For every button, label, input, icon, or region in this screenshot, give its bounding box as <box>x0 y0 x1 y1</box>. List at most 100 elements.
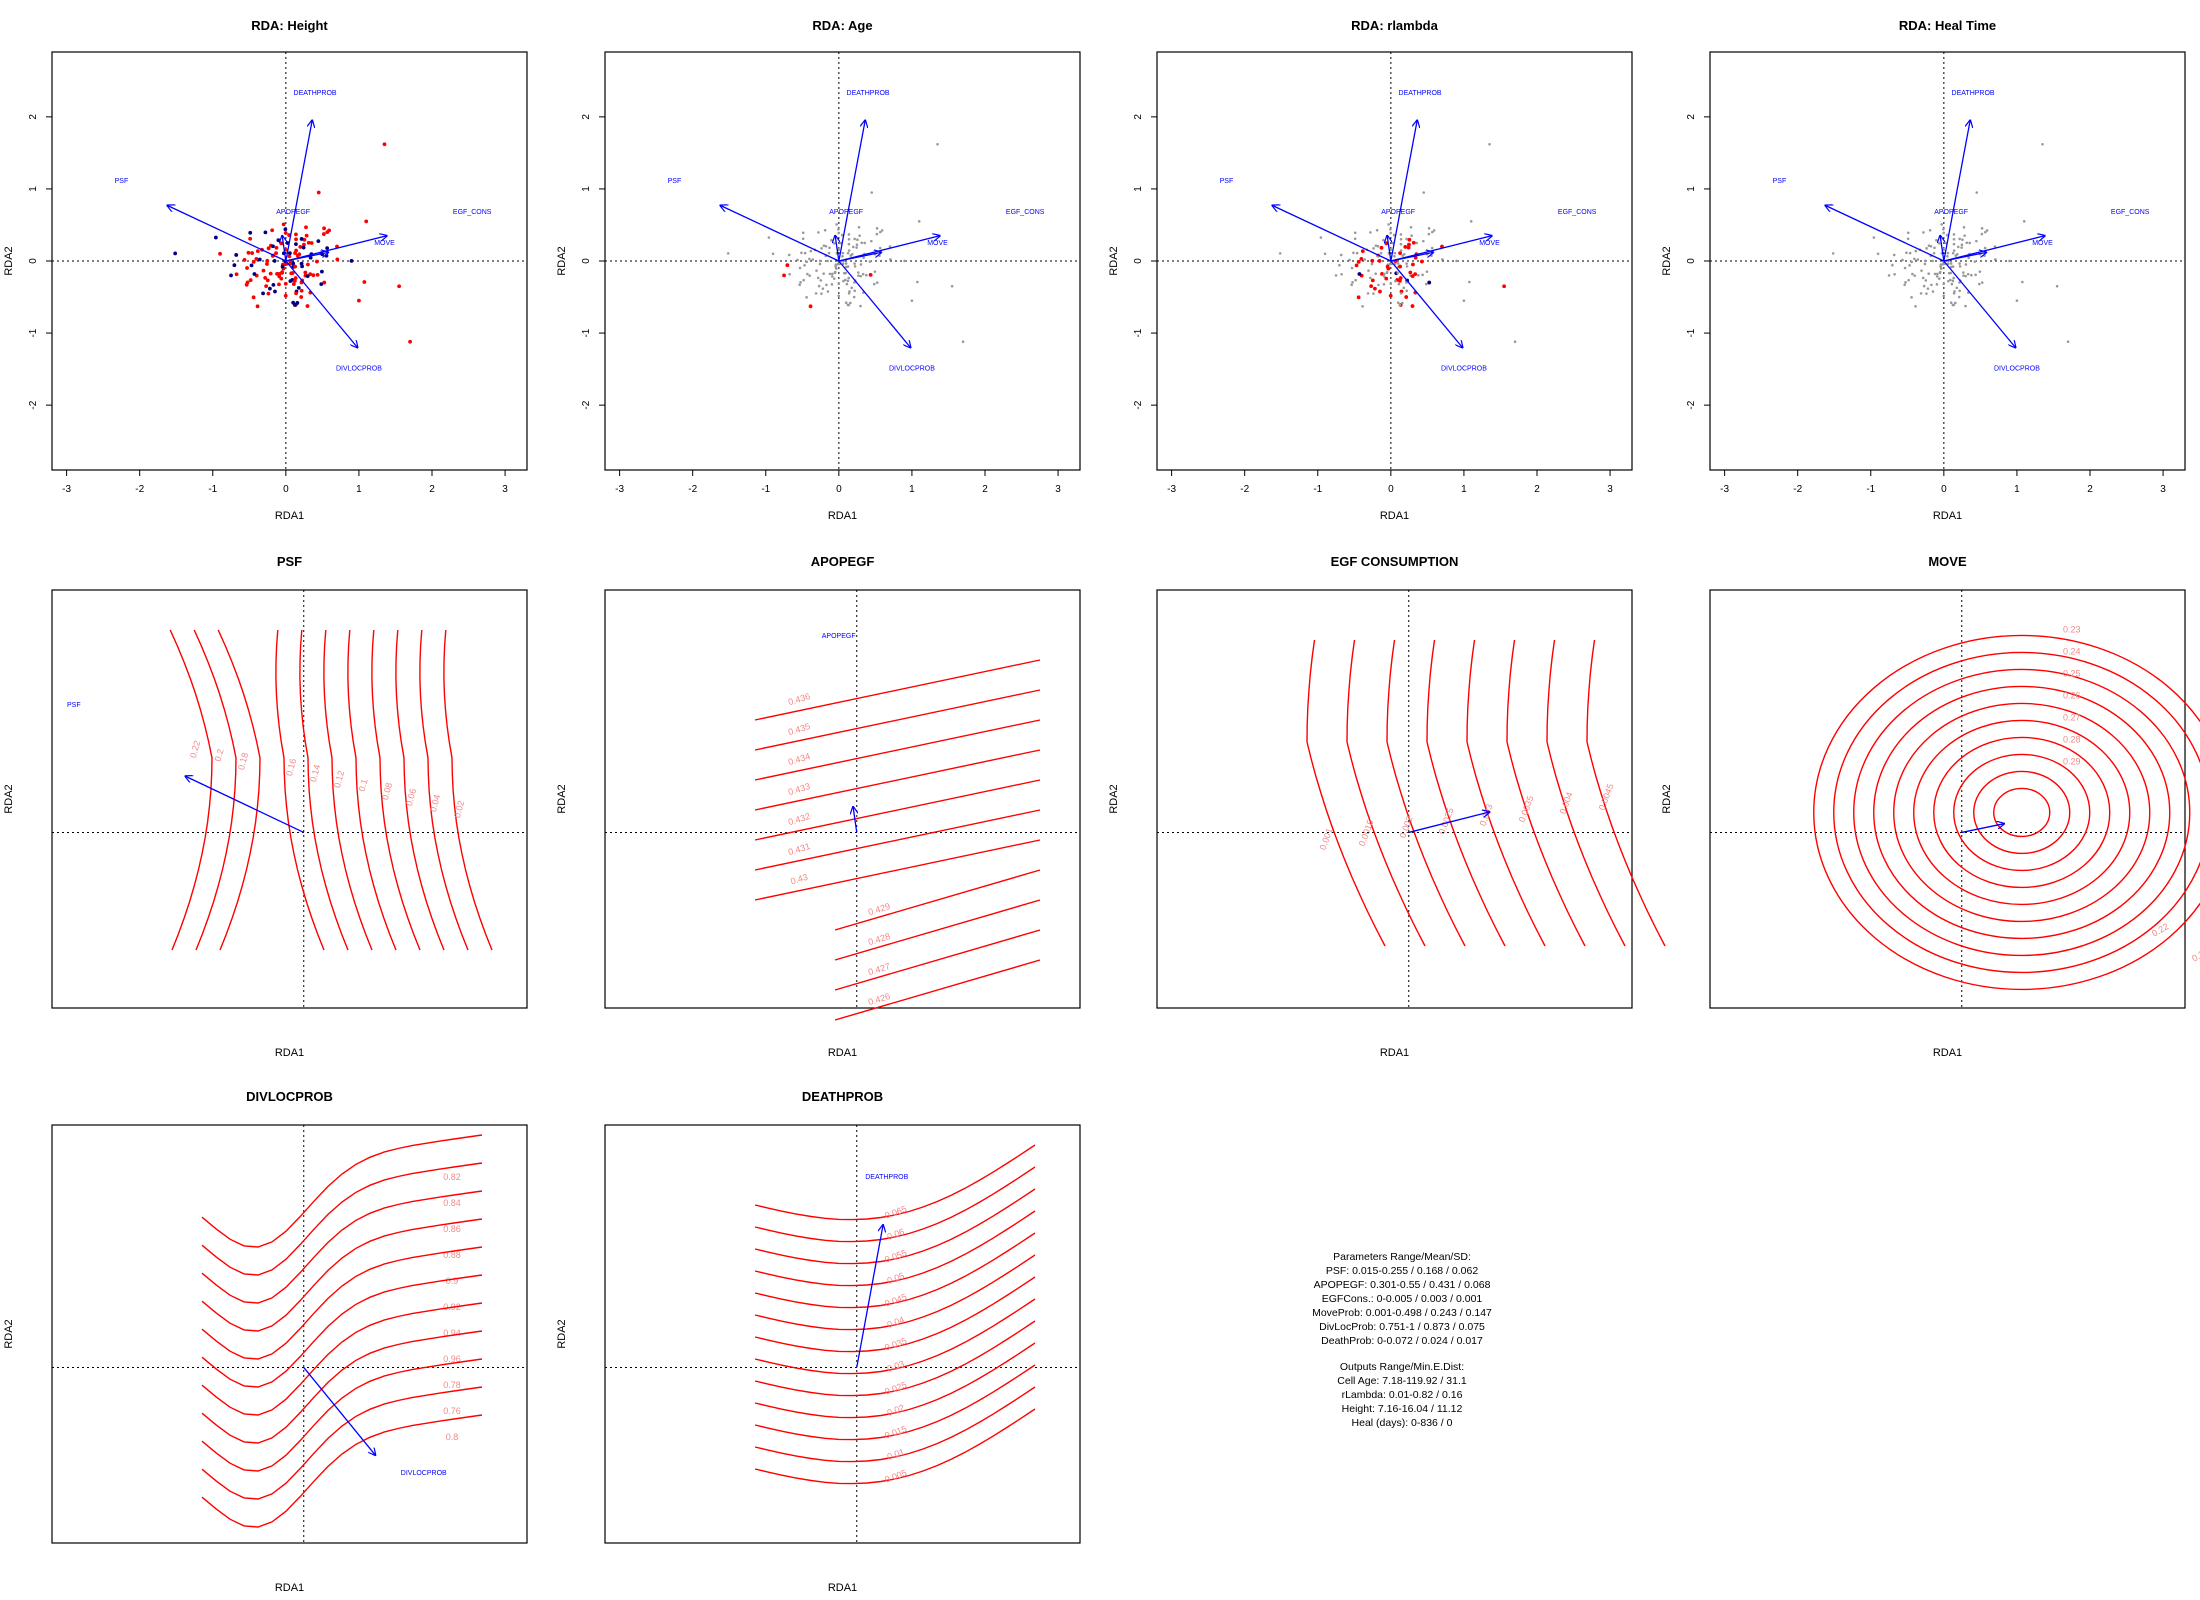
panel-1-xlabel: RDA1 <box>275 510 304 522</box>
panel-3-sample-point <box>1366 292 1370 295</box>
param-psf: PSF: 0.015-0.255 / 0.168 / 0.062 <box>1325 1265 1479 1277</box>
panel-4-sample-point <box>1914 249 1918 253</box>
panel-4-sample-point <box>1891 263 1894 267</box>
panel-9-frame <box>51 1124 528 1544</box>
panel-3-sample-point <box>1396 262 1400 265</box>
panel-4-sample-point <box>1949 301 1953 305</box>
panel-2-sample-point <box>840 233 844 237</box>
outputs-header: Outputs Range/Min.E.Dist: <box>1339 1361 1465 1373</box>
panel-4-sample-point <box>1923 259 1927 263</box>
panel-3-sample-point <box>1455 259 1458 263</box>
panel-4-ylabel: RDA2 <box>1661 246 1673 275</box>
panel-3-sample-point <box>1334 274 1338 277</box>
panel-2-sample-point <box>880 229 884 232</box>
panel-2-sample-point <box>868 272 873 277</box>
panel-3-vector-deathprob <box>1390 120 1417 262</box>
panel-7-title: EGF CONSUMPTION <box>1331 554 1459 569</box>
panel-7-contour-label: 0.0035 <box>1517 794 1536 823</box>
panel-1-sample-point <box>292 303 297 307</box>
panel-4-sample-point <box>1933 272 1937 276</box>
panel-2-sample-point <box>771 252 775 256</box>
panel-2-sample-point <box>859 274 862 278</box>
panel-1-x-tick-label: 3 <box>502 484 508 495</box>
panel-5-contour-label: 0.18 <box>236 751 250 771</box>
panel-1-sample-point <box>304 233 309 238</box>
panel-9-contour-line <box>201 1330 483 1444</box>
panel-3-y-tick-label: 0 <box>1133 258 1144 264</box>
panel-3-sample-point <box>1384 276 1389 281</box>
panel-3-sample-point <box>1401 301 1404 305</box>
panel-2-sample-point <box>853 237 856 241</box>
panel-4-sample-point <box>1949 271 1953 275</box>
panel-3-x-tick-label: 1 <box>1461 484 1467 495</box>
panel-3-sample-point <box>1382 275 1386 278</box>
panel-3-x-tick-label: 3 <box>1607 484 1613 495</box>
panel-9-contour-line <box>201 1190 483 1304</box>
panel-2-sample-point <box>855 243 859 246</box>
output-heal: Heal (days): 0-836 / 0 <box>1351 1417 1453 1429</box>
panel-8-contour-label: 0.25 <box>2063 668 2081 678</box>
panel-9-xlabel: RDA1 <box>275 1582 304 1594</box>
panel-2-sample-point <box>844 271 848 275</box>
panel-2-sample-point <box>853 281 856 284</box>
panel-2-sample-point <box>878 246 882 250</box>
panel-1-sample-point <box>315 272 320 277</box>
panel-1-sample-point <box>322 226 326 231</box>
panel-9-ylabel: RDA2 <box>3 1319 15 1348</box>
panel-9-contour-label: 0.88 <box>443 1250 461 1260</box>
panel-8-contour-line <box>1993 787 2051 838</box>
panel-2-sample-point <box>837 282 841 286</box>
panel-3-sample-point <box>1427 280 1432 285</box>
panel-2-sample-point <box>820 292 823 295</box>
panel-7-contour-line <box>1386 639 1466 947</box>
panel-1-sample-point <box>299 288 304 293</box>
panel-1-sample-point <box>263 276 268 280</box>
panel-10-vector-label: DEATHPROB <box>865 1174 908 1181</box>
panel-4-sample-point <box>2015 299 2019 302</box>
panel-10-contour-label: 0.015 <box>883 1424 908 1441</box>
panel-2-sample-point <box>850 286 854 290</box>
panel-1-vector-label-divlocprob: DIVLOCPROB <box>336 366 382 373</box>
panel-1-vector-apopegf <box>282 236 286 262</box>
panel-4-sample-point <box>1975 239 1978 243</box>
panel-2-x-tick-label: -3 <box>615 484 624 495</box>
panel-10-contour-line <box>754 1276 1036 1353</box>
panel-1-sample-point <box>277 271 282 276</box>
panel-3-sample-point <box>1374 272 1377 275</box>
panel-1-sample-point <box>266 291 271 296</box>
panel-4-sample-point <box>1949 262 1953 265</box>
panel-1-sample-point <box>296 285 301 290</box>
panel-9-contour-line <box>201 1134 483 1248</box>
panel-3-sample-point <box>1379 251 1383 255</box>
panel-1-sample-point <box>308 255 313 260</box>
panel-3-sample-point <box>1406 245 1411 250</box>
panel-1-sample-point <box>283 281 288 286</box>
param-apopegf: APOPEGF: 0.301-0.55 / 0.431 / 0.068 <box>1313 1279 1491 1291</box>
panel-4-sample-point <box>1980 281 1984 284</box>
panel-4-sample-point <box>1952 233 1956 236</box>
panel-9-contour-line <box>201 1162 483 1276</box>
panel-1-sample-point <box>266 246 271 251</box>
panel-10-contour-label: 0.055 <box>883 1248 908 1265</box>
panel-2-vector-move <box>838 236 940 262</box>
panel-1-y-tick-label: -1 <box>28 328 39 337</box>
panel-6-contour-label: 0.436 <box>787 691 811 707</box>
panel-4-sample-point <box>1913 257 1916 261</box>
panel-3-sample-point <box>1441 258 1444 261</box>
panel-3-y-tick-label: -1 <box>1133 328 1144 337</box>
panel-9-contour-line <box>201 1358 483 1472</box>
panel-3-sample-point <box>1361 305 1364 308</box>
panel-2-sample-point <box>833 270 837 274</box>
panel-4-sample-point <box>2008 259 2011 263</box>
panel-1-sample-point <box>218 251 222 256</box>
panel-4-sample-point <box>1962 274 1965 277</box>
panel-10-ylabel: RDA2 <box>556 1319 568 1348</box>
panel-9-contour-line <box>201 1414 483 1528</box>
panel-1-sample-point <box>255 304 260 309</box>
panel-2-y-tick-label: 2 <box>581 114 592 120</box>
panel-1-sample-point <box>316 190 321 195</box>
panel-2-y-tick-label: 0 <box>581 258 592 264</box>
panel-1-sample-point <box>250 251 255 255</box>
panel-4-sample-point <box>1929 244 1933 248</box>
